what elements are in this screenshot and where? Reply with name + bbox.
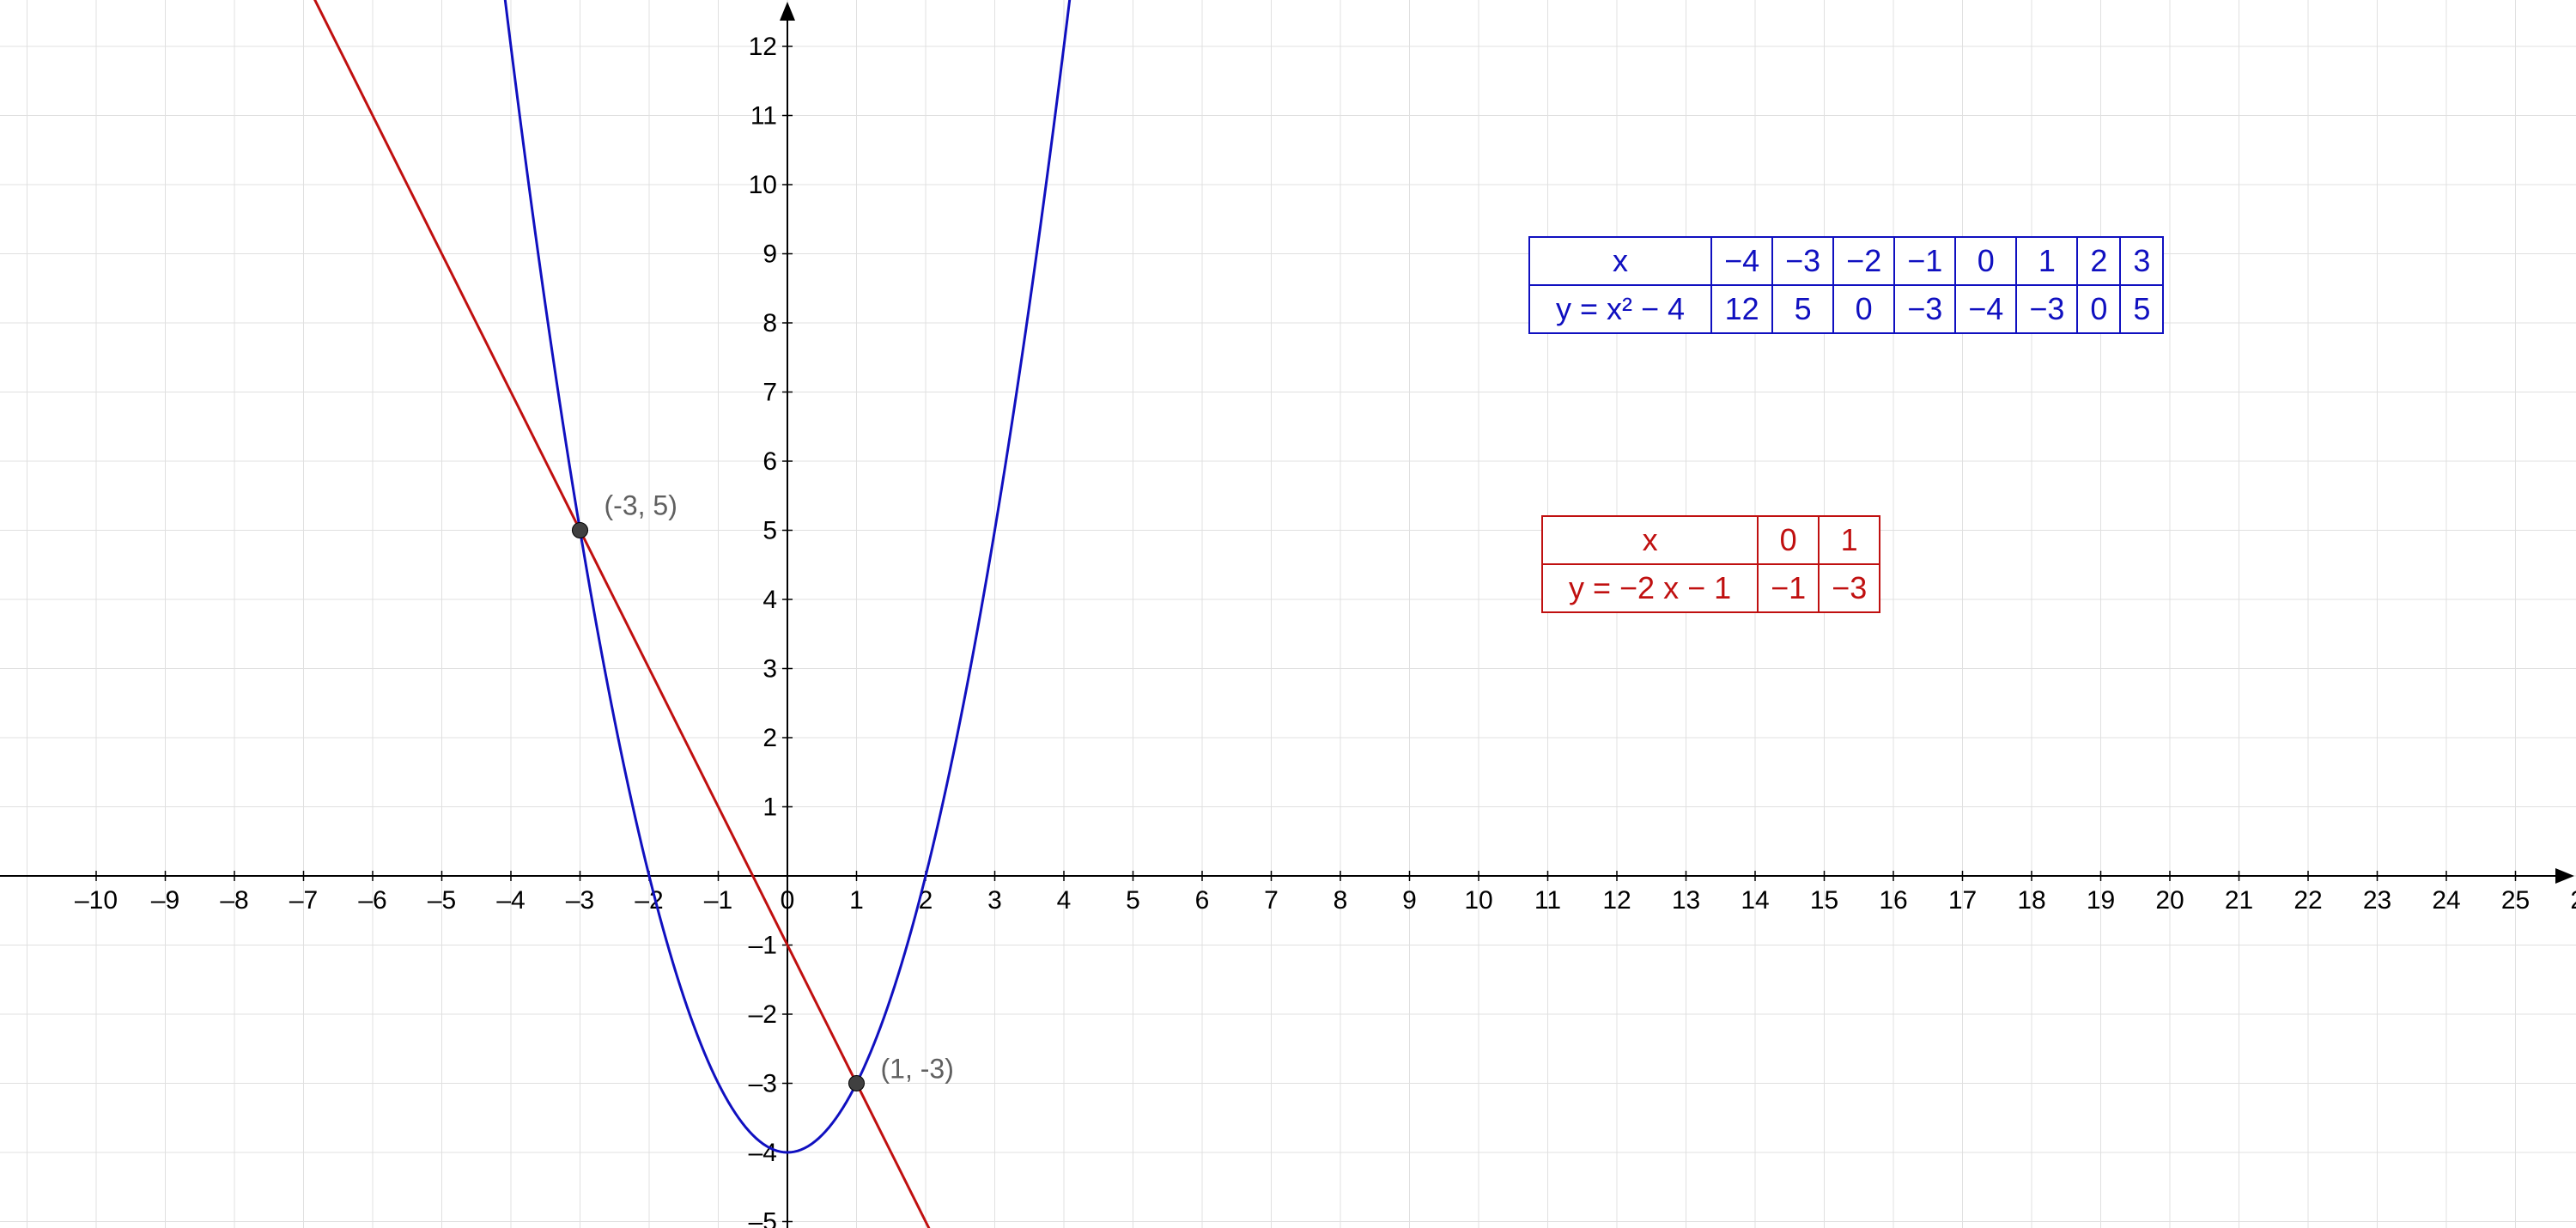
svg-text:–1: –1: [749, 932, 777, 960]
svg-text:10: 10: [749, 171, 777, 199]
table-cell: 12: [1711, 285, 1772, 333]
table-cell: −4: [1955, 285, 2016, 333]
table-header-x: x: [1529, 237, 1711, 285]
table-header-y: y = −2 x − 1: [1542, 564, 1758, 612]
svg-text:–4: –4: [496, 886, 525, 915]
table-cell: −3: [1819, 564, 1880, 612]
data-table-parabola: x−4−3−2−10123y = x² − 41250−3−4−305: [1528, 236, 2164, 334]
svg-text:11: 11: [1534, 886, 1561, 915]
svg-text:6: 6: [762, 447, 777, 476]
point-label: (1, -3): [881, 1054, 954, 1085]
svg-text:23: 23: [2363, 886, 2391, 915]
svg-text:17: 17: [1948, 886, 1977, 915]
svg-text:9: 9: [762, 240, 777, 269]
svg-text:0: 0: [781, 886, 795, 915]
table-cell: 1: [2016, 237, 2077, 285]
svg-text:–2: –2: [749, 1000, 777, 1029]
svg-text:–3: –3: [566, 886, 594, 915]
intersection-point: [573, 523, 588, 538]
table-cell: −4: [1711, 237, 1772, 285]
point-label: (-3, 5): [605, 490, 677, 521]
svg-text:25: 25: [2501, 886, 2530, 915]
svg-text:3: 3: [987, 886, 1002, 915]
svg-text:5: 5: [762, 517, 777, 545]
svg-text:2: 2: [762, 724, 777, 752]
svg-text:15: 15: [1810, 886, 1838, 915]
svg-text:–9: –9: [151, 886, 179, 915]
svg-text:–5: –5: [428, 886, 456, 915]
data-table-line: x01 y = −2 x − 1−1−3: [1541, 515, 1880, 613]
chart-container: –10–9–8–7–6–5–4–3–2–10123456789101112131…: [0, 0, 2576, 1228]
table-cell: 5: [1772, 285, 1833, 333]
table-header-x: x: [1542, 516, 1758, 564]
table-cell: −3: [2016, 285, 2077, 333]
svg-text:10: 10: [1464, 886, 1492, 915]
svg-text:–3: –3: [749, 1070, 777, 1098]
svg-text:–6: –6: [358, 886, 386, 915]
svg-text:22: 22: [2293, 886, 2322, 915]
table-cell: −1: [1894, 237, 1955, 285]
svg-text:–5: –5: [749, 1208, 777, 1228]
svg-text:5: 5: [1126, 886, 1140, 915]
svg-text:26: 26: [2570, 886, 2576, 915]
table-cell: 0: [1833, 285, 1894, 333]
svg-text:4: 4: [1057, 886, 1072, 915]
svg-text:9: 9: [1402, 886, 1417, 915]
svg-text:4: 4: [762, 586, 777, 614]
table-cell: 0: [1758, 516, 1819, 564]
svg-text:18: 18: [2017, 886, 2045, 915]
svg-text:6: 6: [1195, 886, 1210, 915]
svg-text:–7: –7: [289, 886, 318, 915]
table-cell: −2: [1833, 237, 1894, 285]
svg-text:8: 8: [1334, 886, 1348, 915]
table-cell: −3: [1894, 285, 1955, 333]
svg-text:1: 1: [762, 793, 777, 822]
svg-text:19: 19: [2087, 886, 2115, 915]
svg-text:–1: –1: [704, 886, 732, 915]
table-cell: 0: [1955, 237, 2016, 285]
chart-svg: –10–9–8–7–6–5–4–3–2–10123456789101112131…: [0, 0, 2576, 1228]
svg-text:3: 3: [762, 655, 777, 684]
intersection-point: [849, 1076, 865, 1091]
svg-text:20: 20: [2155, 886, 2184, 915]
table-header-y: y = x² − 4: [1529, 285, 1711, 333]
table-cell: 1: [1819, 516, 1880, 564]
svg-text:16: 16: [1879, 886, 1907, 915]
svg-text:7: 7: [762, 379, 777, 407]
svg-text:24: 24: [2432, 886, 2460, 915]
svg-text:11: 11: [750, 102, 777, 131]
axes: –10–9–8–7–6–5–4–3–2–10123456789101112131…: [0, 2, 2576, 1228]
table-cell: 3: [2120, 237, 2163, 285]
svg-text:8: 8: [762, 309, 777, 337]
svg-text:14: 14: [1741, 886, 1769, 915]
table-cell: 5: [2120, 285, 2163, 333]
grid: [0, 0, 2576, 1228]
svg-text:12: 12: [1602, 886, 1631, 915]
svg-text:7: 7: [1264, 886, 1279, 915]
svg-text:12: 12: [749, 33, 777, 61]
svg-text:21: 21: [2225, 886, 2253, 915]
svg-text:13: 13: [1672, 886, 1700, 915]
table-cell: 2: [2077, 237, 2120, 285]
table-cell: 0: [2077, 285, 2120, 333]
table-cell: −1: [1758, 564, 1819, 612]
svg-text:1: 1: [849, 886, 864, 915]
svg-text:–8: –8: [220, 886, 248, 915]
table-cell: −3: [1772, 237, 1833, 285]
svg-text:–10: –10: [75, 886, 118, 915]
